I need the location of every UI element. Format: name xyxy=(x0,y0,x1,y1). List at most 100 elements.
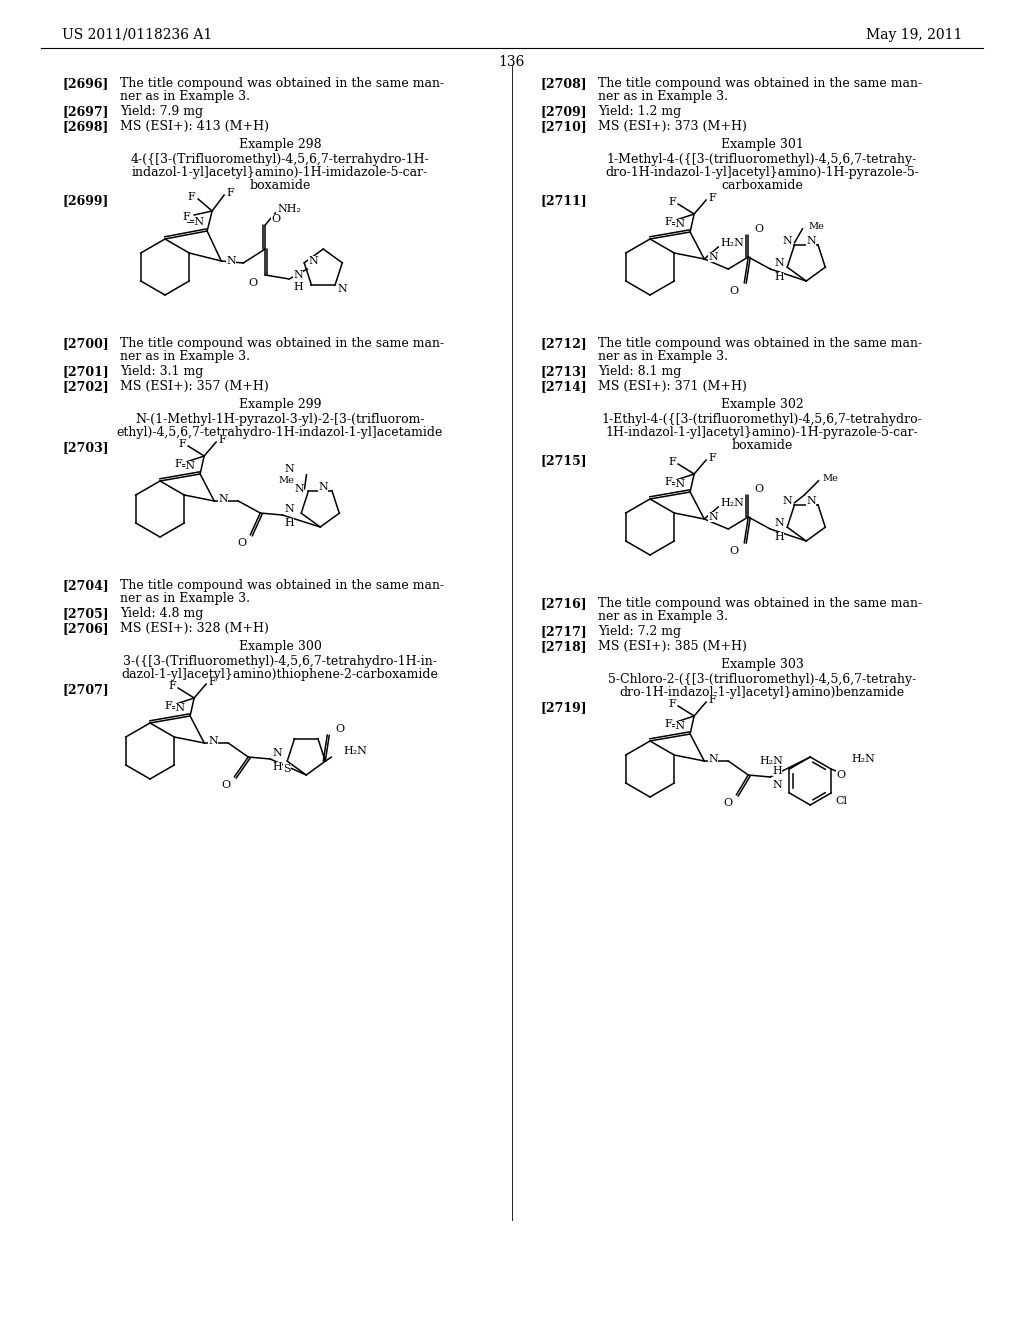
Text: MS (ESI+): 371 (M+H): MS (ESI+): 371 (M+H) xyxy=(598,380,746,393)
Text: 1-Ethyl-4-({[3-(trifluoromethyl)-4,5,6,7-tetrahydro-: 1-Ethyl-4-({[3-(trifluoromethyl)-4,5,6,7… xyxy=(602,413,923,426)
Text: [2718]: [2718] xyxy=(540,640,587,653)
Text: carboxamide: carboxamide xyxy=(721,180,803,191)
Text: F: F xyxy=(709,453,716,463)
Text: The title compound was obtained in the same man-: The title compound was obtained in the s… xyxy=(120,337,444,350)
Text: Yield: 4.8 mg: Yield: 4.8 mg xyxy=(120,607,204,620)
Text: [2703]: [2703] xyxy=(62,441,109,454)
Text: [2717]: [2717] xyxy=(540,624,587,638)
Text: MS (ESI+): 413 (M+H): MS (ESI+): 413 (M+H) xyxy=(120,120,269,133)
Text: [2698]: [2698] xyxy=(62,120,109,133)
Text: ner as in Example 3.: ner as in Example 3. xyxy=(120,90,250,103)
Text: F: F xyxy=(165,701,172,711)
Text: O: O xyxy=(271,214,281,224)
Text: =N: =N xyxy=(186,216,205,227)
Text: F: F xyxy=(669,457,676,467)
Text: Yield: 3.1 mg: Yield: 3.1 mg xyxy=(120,366,204,378)
Text: N: N xyxy=(293,271,303,280)
Text: Example 301: Example 301 xyxy=(721,139,804,150)
Text: Example 302: Example 302 xyxy=(721,399,804,411)
Text: O: O xyxy=(755,484,763,494)
Text: Me: Me xyxy=(822,474,839,483)
Text: [2709]: [2709] xyxy=(540,106,587,117)
Text: H: H xyxy=(272,762,282,772)
Text: Me: Me xyxy=(809,222,824,231)
Text: [2701]: [2701] xyxy=(62,366,109,378)
Text: F: F xyxy=(178,440,186,449)
Text: Example 303: Example 303 xyxy=(721,657,804,671)
Text: F: F xyxy=(665,216,672,227)
Text: =N: =N xyxy=(667,721,686,731)
Text: F: F xyxy=(669,197,676,207)
Text: N: N xyxy=(709,252,718,261)
Text: 1-Methyl-4-({[3-(trifluoromethyl)-4,5,6,7-tetrahy-: 1-Methyl-4-({[3-(trifluoromethyl)-4,5,6,… xyxy=(607,153,918,166)
Text: F: F xyxy=(168,681,176,690)
Text: [2706]: [2706] xyxy=(62,622,109,635)
Text: N: N xyxy=(782,236,793,246)
Text: 136: 136 xyxy=(499,55,525,69)
Text: F: F xyxy=(665,477,672,487)
Text: N: N xyxy=(337,284,347,294)
Text: [2712]: [2712] xyxy=(540,337,587,350)
Text: O: O xyxy=(335,725,344,734)
Text: N: N xyxy=(318,482,328,492)
Text: N: N xyxy=(709,754,718,764)
Text: F: F xyxy=(182,213,190,222)
Text: [2713]: [2713] xyxy=(540,366,587,378)
Text: H₂N: H₂N xyxy=(720,498,744,508)
Text: F: F xyxy=(208,677,216,686)
Text: ner as in Example 3.: ner as in Example 3. xyxy=(598,350,728,363)
Text: [2696]: [2696] xyxy=(62,77,109,90)
Text: ethyl)-4,5,6,7-tetrahydro-1H-indazol-1-yl]acetamide: ethyl)-4,5,6,7-tetrahydro-1H-indazol-1-y… xyxy=(117,426,443,440)
Text: MS (ESI+): 328 (M+H): MS (ESI+): 328 (M+H) xyxy=(120,622,269,635)
Text: N: N xyxy=(774,517,784,528)
Text: [2707]: [2707] xyxy=(62,682,109,696)
Text: O: O xyxy=(755,224,763,234)
Text: US 2011/0118236 A1: US 2011/0118236 A1 xyxy=(62,28,212,42)
Text: ner as in Example 3.: ner as in Example 3. xyxy=(598,610,728,623)
Text: F: F xyxy=(226,187,233,198)
Text: H: H xyxy=(772,766,782,776)
Text: S: S xyxy=(284,764,291,775)
Text: The title compound was obtained in the same man-: The title compound was obtained in the s… xyxy=(598,337,923,350)
Text: F: F xyxy=(187,191,196,202)
Text: The title compound was obtained in the same man-: The title compound was obtained in the s… xyxy=(598,597,923,610)
Text: NH₂: NH₂ xyxy=(278,205,301,214)
Text: O: O xyxy=(248,279,257,288)
Text: H₂N: H₂N xyxy=(343,746,368,756)
Text: N: N xyxy=(772,780,782,789)
Text: The title compound was obtained in the same man-: The title compound was obtained in the s… xyxy=(598,77,923,90)
Text: [2716]: [2716] xyxy=(540,597,587,610)
Text: N: N xyxy=(208,737,218,746)
Text: Me: Me xyxy=(279,477,295,486)
Text: [2699]: [2699] xyxy=(62,194,109,207)
Text: boxamide: boxamide xyxy=(731,440,793,451)
Text: N: N xyxy=(308,256,318,265)
Text: Yield: 8.1 mg: Yield: 8.1 mg xyxy=(598,366,681,378)
Text: Yield: 7.9 mg: Yield: 7.9 mg xyxy=(120,106,203,117)
Text: [2711]: [2711] xyxy=(540,194,587,207)
Text: [2704]: [2704] xyxy=(62,579,109,591)
Text: H₂N: H₂N xyxy=(760,756,783,766)
Text: O: O xyxy=(723,799,732,808)
Text: O: O xyxy=(729,546,738,556)
Text: N: N xyxy=(782,496,793,506)
Text: MS (ESI+): 357 (M+H): MS (ESI+): 357 (M+H) xyxy=(120,380,268,393)
Text: boxamide: boxamide xyxy=(249,180,310,191)
Text: =N: =N xyxy=(667,219,686,228)
Text: dro-1H-indazol-1-yl]acetyl}amino)-1H-pyrazole-5-: dro-1H-indazol-1-yl]acetyl}amino)-1H-pyr… xyxy=(605,166,919,180)
Text: MS (ESI+): 373 (M+H): MS (ESI+): 373 (M+H) xyxy=(598,120,746,133)
Text: O: O xyxy=(221,780,230,789)
Text: N: N xyxy=(806,236,816,246)
Text: Cl: Cl xyxy=(835,796,847,807)
Text: 3-({[3-(Trifluoromethyl)-4,5,6,7-tetrahydro-1H-in-: 3-({[3-(Trifluoromethyl)-4,5,6,7-tetrahy… xyxy=(123,655,437,668)
Text: dro-1H-indazol-1-yl]acetyl}amino)benzamide: dro-1H-indazol-1-yl]acetyl}amino)benzami… xyxy=(620,686,904,700)
Text: F: F xyxy=(709,193,716,203)
Text: indazol-1-yl]acetyl}amino)-1H-imidazole-5-car-: indazol-1-yl]acetyl}amino)-1H-imidazole-… xyxy=(132,166,428,180)
Text: The title compound was obtained in the same man-: The title compound was obtained in the s… xyxy=(120,77,444,90)
Text: N: N xyxy=(285,463,295,474)
Text: MS (ESI+): 385 (M+H): MS (ESI+): 385 (M+H) xyxy=(598,640,746,653)
Text: Example 300: Example 300 xyxy=(239,640,322,653)
Text: [2710]: [2710] xyxy=(540,120,587,133)
Text: H₂N: H₂N xyxy=(851,754,874,764)
Text: Yield: 1.2 mg: Yield: 1.2 mg xyxy=(598,106,681,117)
